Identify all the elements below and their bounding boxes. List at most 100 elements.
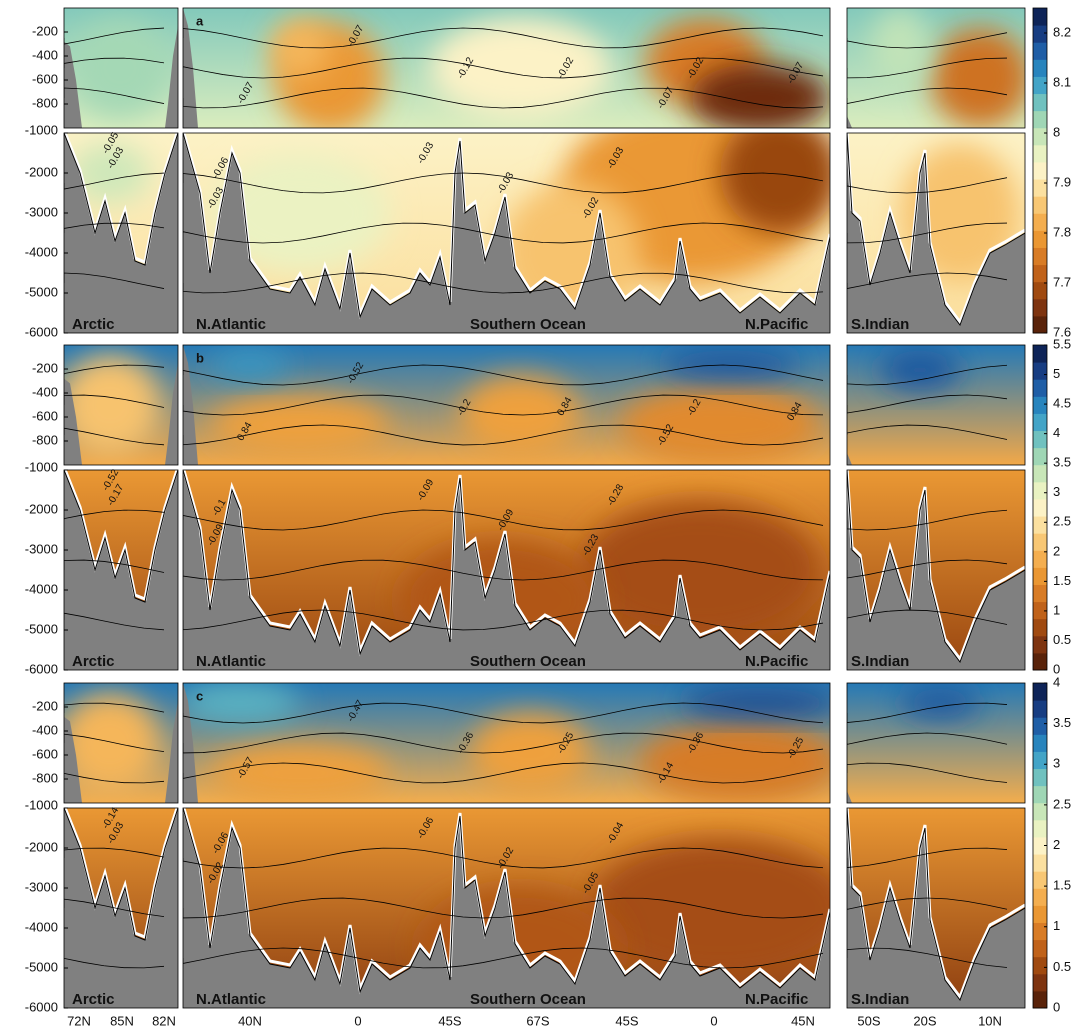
colorbar-tick-label: 3	[1053, 756, 1060, 771]
colorbar-tick-label: 7.9	[1053, 174, 1071, 189]
field-blob	[183, 683, 300, 723]
contour-line	[183, 27, 824, 49]
colorbar-step	[1033, 315, 1047, 334]
colorbar-tick-label: 3.5	[1053, 455, 1071, 470]
contour-line	[183, 609, 824, 631]
colorbar-tick-label: 8.1	[1053, 74, 1071, 89]
section-frame	[63, 469, 179, 671]
panel: -200 -400 -600 -800 -1000 -2000 -3000 -4000 -500…	[25, 674, 1071, 1014]
section-field	[64, 683, 178, 803]
contour-line	[64, 364, 165, 375]
y-tick-label: -2000	[25, 501, 58, 516]
section-field	[847, 8, 1025, 128]
y-tick-label: -400	[32, 47, 58, 62]
region-label: N.Pacific	[745, 653, 808, 670]
section-frame	[182, 807, 831, 1009]
region-label: N.Atlantic	[196, 653, 266, 670]
colorbar-tick-label: 7.8	[1053, 224, 1071, 239]
colorbar-tick-label: 1	[1053, 602, 1060, 617]
colorbar-tick-label: 2.5	[1053, 796, 1071, 811]
seafloor	[183, 683, 198, 803]
y-tick-label: -800	[32, 432, 58, 447]
field-blob	[680, 688, 830, 718]
contour-line	[183, 394, 824, 416]
colorbar-step	[1033, 854, 1047, 872]
y-tick-label: -6000	[25, 661, 58, 676]
contour-line	[183, 272, 824, 294]
colorbar-tick-label: 5.5	[1053, 336, 1071, 351]
colorbar-step	[1033, 819, 1047, 838]
contour-line	[183, 222, 824, 244]
colorbar-step	[1033, 802, 1047, 821]
colorbar-step	[1033, 362, 1047, 380]
colorbar-tick-label: 1	[1053, 918, 1060, 933]
field-blob	[470, 713, 590, 793]
section-frame	[182, 7, 831, 129]
section-frame	[846, 469, 1026, 671]
colorbar-step	[1033, 93, 1047, 112]
seafloor	[183, 345, 198, 465]
colorbar-step	[1033, 264, 1047, 283]
colorbar-tick-label: 4	[1053, 674, 1060, 689]
contour-line	[183, 559, 824, 581]
contour-line	[847, 424, 1008, 440]
contour-line	[64, 772, 165, 784]
colorbar-step	[1033, 922, 1047, 941]
colorbar-tick-label: 2.5	[1053, 514, 1071, 529]
contour-line	[64, 702, 165, 713]
region-label: N.Pacific	[745, 316, 808, 333]
contour-line	[183, 364, 824, 386]
contour-line	[847, 222, 1008, 244]
colorbar-tick-label: 2	[1053, 543, 1060, 558]
contour-line	[847, 609, 1008, 625]
field-blob	[70, 18, 170, 118]
section-field	[183, 8, 830, 128]
seafloor	[165, 26, 178, 128]
seafloor-line	[183, 133, 830, 320]
y-tick-label: -600	[32, 408, 58, 423]
region-label: S.Indian	[851, 991, 909, 1008]
colorbar-step	[1033, 247, 1047, 266]
colorbar-step	[1033, 618, 1047, 637]
x-tick-label: 0	[710, 1013, 717, 1028]
region-label: Southern Ocean	[470, 991, 586, 1008]
contour-line	[847, 364, 1008, 386]
section-frame	[182, 344, 831, 466]
region-label: N.Atlantic	[196, 316, 266, 333]
field-blob	[930, 28, 1025, 128]
colorbar-step	[1033, 430, 1047, 449]
colorbar-frame	[1032, 7, 1048, 334]
colorbar-step	[1033, 751, 1047, 770]
seafloor-edge	[64, 808, 178, 941]
panel-letter: a	[196, 13, 204, 28]
section-field	[183, 345, 830, 465]
y-tick-label: -200	[32, 698, 58, 713]
panel-letter: c	[196, 688, 203, 703]
y-tick-label: -3000	[25, 204, 58, 219]
seafloor-edge	[183, 470, 830, 656]
contour-line	[847, 177, 1008, 194]
seafloor-edge	[847, 133, 1025, 327]
colorbar-step	[1033, 196, 1047, 214]
colorbar-tick-label: 8	[1053, 124, 1060, 139]
colorbar-step	[1033, 379, 1047, 397]
colorbar-tick-label: 8.2	[1053, 24, 1071, 39]
colorbar-step	[1033, 635, 1047, 654]
contour-line	[64, 427, 165, 446]
seafloor	[847, 116, 852, 128]
colorbar-tick-label: 0	[1053, 999, 1060, 1014]
y-tick-label: -800	[32, 770, 58, 785]
colorbar-step	[1033, 734, 1047, 752]
contour-line	[183, 847, 824, 869]
contour-line	[64, 509, 165, 520]
seafloor	[165, 701, 178, 803]
region-label: Arctic	[72, 316, 115, 333]
colorbar-step	[1033, 516, 1047, 534]
seafloor-edge	[847, 470, 1025, 664]
colorbar-step	[1033, 230, 1047, 248]
x-tick-label: 82N	[152, 1013, 176, 1028]
region-label: N.Atlantic	[196, 991, 266, 1008]
contour-line	[847, 732, 1008, 745]
section-field	[183, 133, 830, 333]
section-frame	[182, 469, 831, 671]
